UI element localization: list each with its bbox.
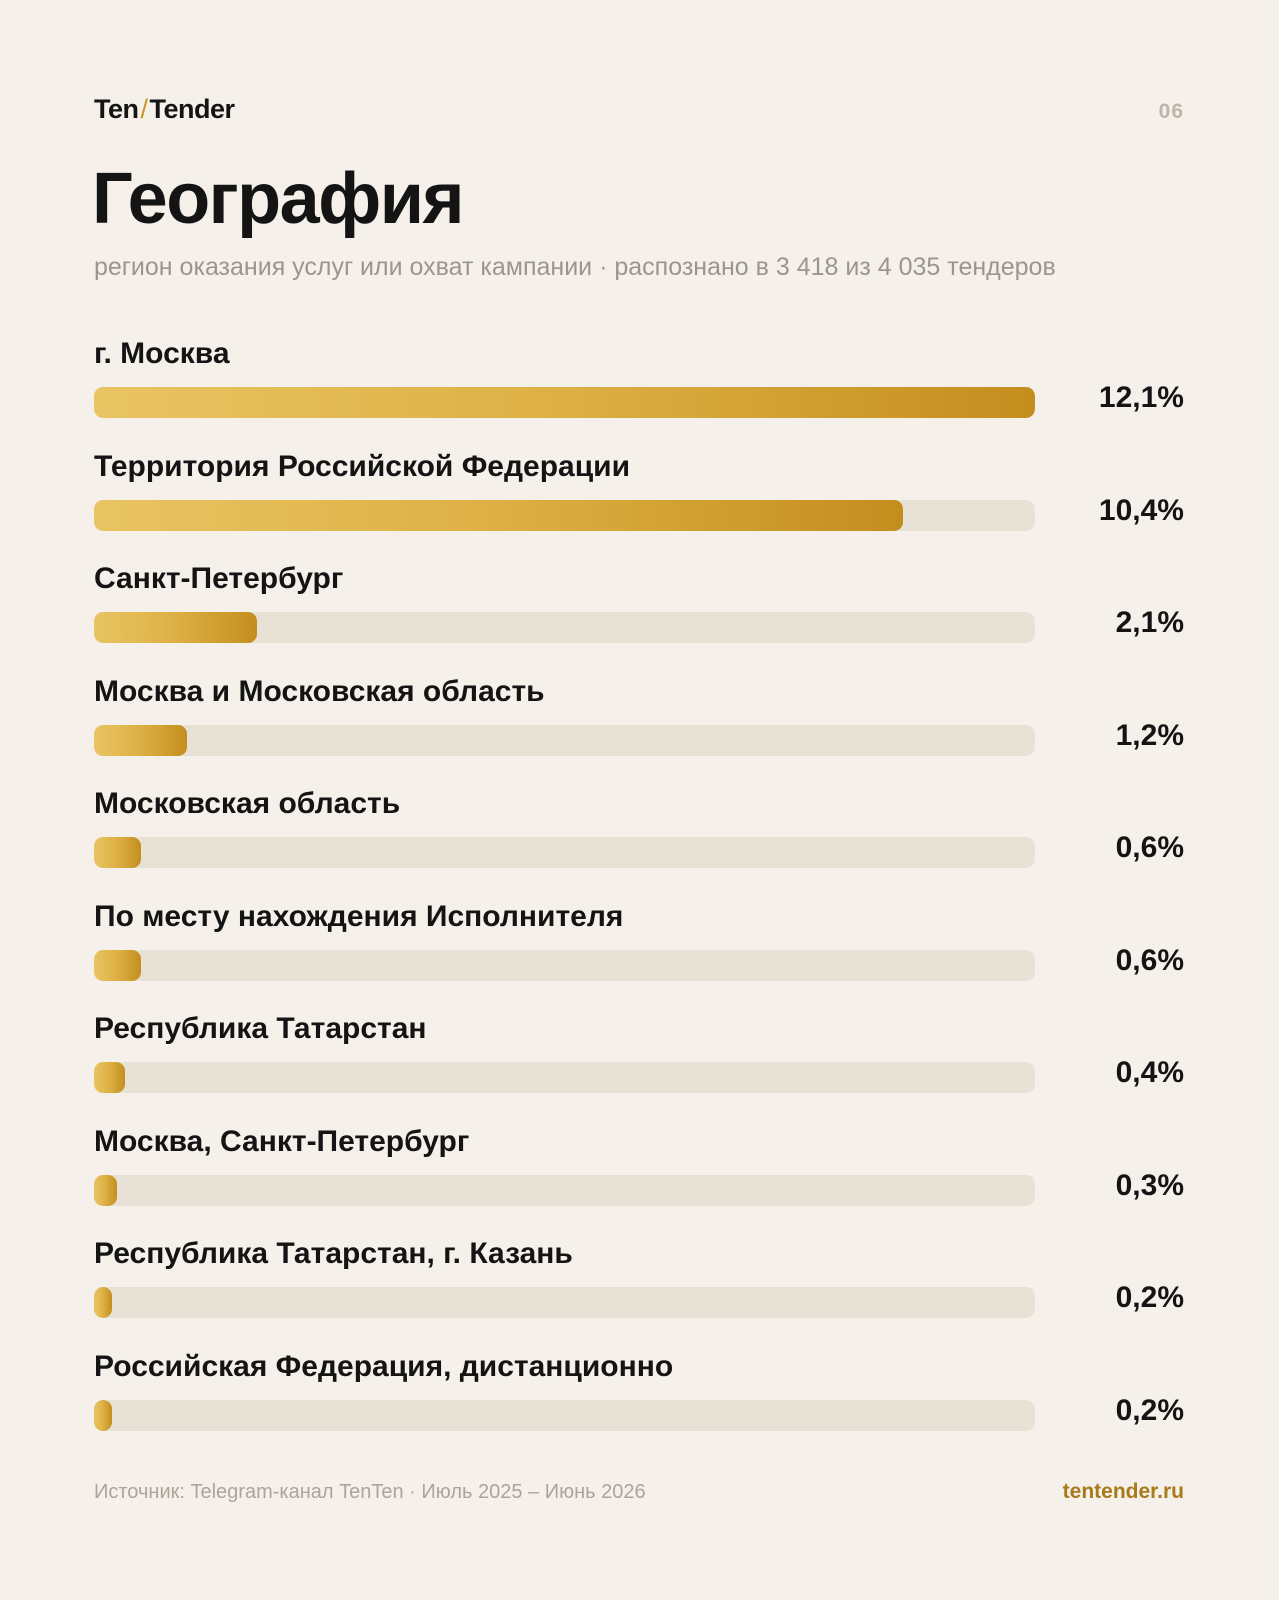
bar-fill	[94, 1062, 126, 1093]
source-note: Источник: Telegram-канал TenTen · Июль 2…	[94, 1481, 646, 1503]
site-link[interactable]: tentender.ru	[1062, 1480, 1184, 1503]
bar-label: Москва, Санкт-Петербург	[94, 1124, 470, 1158]
brand-logo-ten: Ten	[94, 94, 139, 124]
bar-track	[94, 499, 1035, 531]
bar-fill	[94, 837, 141, 868]
bar-label: Республика Татарстан, г. Казань	[94, 1237, 573, 1270]
bar-value-label: 0,2%	[1115, 1281, 1184, 1314]
bar-fill	[94, 724, 188, 756]
brand-logo-slash: /	[140, 94, 149, 124]
bar-value-label: 1,2%	[1115, 718, 1184, 752]
bar-track	[94, 949, 1035, 981]
bar-fill	[94, 1287, 112, 1318]
bar-track	[94, 612, 1035, 643]
bar-track	[94, 387, 1035, 418]
bar-label: Республика Татарстан	[94, 1012, 427, 1045]
bar-fill	[94, 949, 141, 981]
bar-label: Московская область	[94, 787, 401, 820]
chart-title: География	[92, 159, 464, 239]
bar-track	[94, 1287, 1035, 1318]
bar-label: Москва и Московская область	[94, 674, 545, 708]
bar-track	[94, 1062, 1035, 1093]
bar-fill	[94, 612, 258, 643]
bar-value-label: 10,4%	[1098, 493, 1184, 527]
bar-label: Территория Российской Федерации	[94, 449, 631, 483]
bar-value-label: 0,6%	[1115, 943, 1184, 977]
bar-value-label: 2,1%	[1115, 606, 1184, 639]
bar-fill	[94, 387, 1035, 418]
bar-value-label: 0,3%	[1115, 1168, 1184, 1202]
bar-fill	[94, 499, 903, 531]
bar-label: Санкт-Петербург	[94, 562, 344, 595]
chart-subtitle: регион оказания услуг или охват кампании…	[94, 253, 1056, 281]
bar-label: По месту нахождения Исполнителя	[94, 899, 624, 933]
brand-logo-tender: Tender	[149, 94, 236, 124]
page-number: 06	[1158, 100, 1184, 123]
bar-value-label: 12,1%	[1098, 381, 1184, 414]
bar-track	[94, 837, 1035, 868]
bar-fill	[94, 1174, 118, 1206]
bar-value-label: 0,6%	[1115, 831, 1184, 864]
bar-value-label: 0,2%	[1115, 1393, 1184, 1427]
bar-label: г. Москва	[94, 337, 230, 370]
brand-logo: Ten/Tender	[94, 94, 235, 125]
bar-track	[94, 724, 1035, 756]
bar-label: Российская Федерация, дистанционно	[94, 1349, 674, 1383]
bar-track	[94, 1399, 1035, 1431]
bar-track	[94, 1174, 1035, 1206]
bar-fill	[94, 1399, 112, 1431]
bar-value-label: 0,4%	[1115, 1056, 1184, 1089]
